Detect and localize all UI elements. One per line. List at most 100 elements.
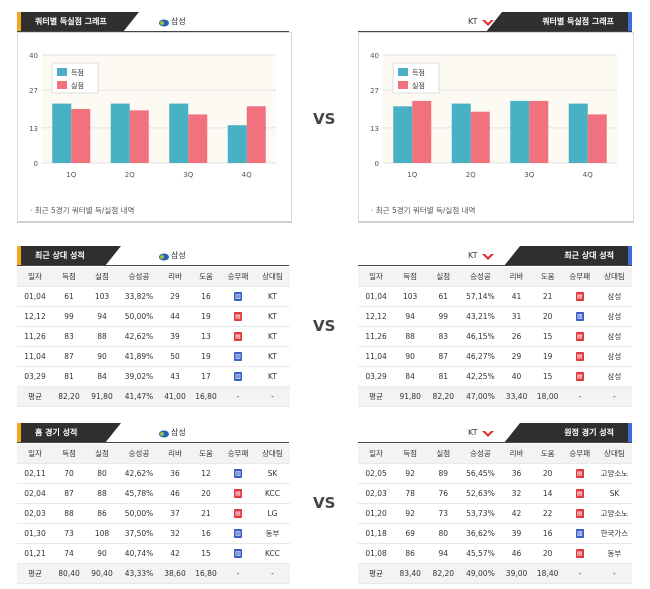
average-cell: 82,20	[53, 386, 85, 407]
bar-scored	[110, 103, 130, 163]
table-cell: 88	[85, 483, 119, 504]
table-cell: 103	[394, 286, 427, 307]
table-cell: 37	[159, 503, 191, 524]
table-row: 01,20 92 73 53,73% 42 22 ▤ 고양소노	[358, 503, 632, 524]
vs-label: VS	[313, 110, 336, 128]
column-header: 도움	[191, 267, 221, 287]
loss-badge-icon: ▤	[234, 312, 242, 322]
bar-scored	[227, 125, 247, 163]
bar-scored	[568, 103, 588, 163]
chart-note: · 최근 5경기 쿼터별 득/실점 내역	[30, 206, 135, 215]
legend-swatch	[57, 81, 67, 89]
table-cell: 01,21	[17, 543, 53, 564]
table-cell: 46	[159, 483, 191, 504]
table-cell: 46,27%	[460, 346, 501, 367]
table-cell: 02,03	[17, 503, 53, 524]
table-cell: 32	[159, 523, 191, 544]
table-cell: 11,04	[17, 346, 53, 367]
table-cell: 13	[191, 326, 221, 347]
column-header: 승무패	[221, 444, 255, 464]
result-cell: ▥	[221, 463, 255, 484]
table-cell: 42	[159, 543, 191, 564]
vs-label: VS	[313, 494, 336, 512]
samsung-logo-icon	[158, 429, 169, 437]
bar-conceded	[470, 111, 490, 163]
result-cell: ▤	[562, 503, 597, 524]
table-cell: 39	[159, 326, 191, 347]
bar-conceded	[529, 100, 549, 163]
table-row: 11,04 90 87 46,27% 29 19 ▤ 삼성	[358, 346, 632, 367]
table-cell: 81	[426, 366, 461, 387]
average-cell: 평균	[358, 563, 395, 584]
team-label: 삼성	[155, 426, 186, 440]
section-title: 홈 경기 성적	[17, 423, 121, 443]
table-row: 03,29 84 81 42,25% 40 15 ▤ 삼성	[358, 366, 632, 387]
column-header: 일자	[17, 267, 53, 287]
team-label: KT	[468, 249, 494, 263]
column-header: 상대팀	[596, 267, 632, 287]
table-cell: 01,20	[358, 503, 395, 524]
column-header: 승무패	[221, 267, 255, 287]
table-cell: 03,29	[17, 366, 53, 387]
section-title: 최근 상대 성적	[17, 246, 121, 266]
table-cell: 41,89%	[119, 346, 159, 367]
loss-badge-icon: ▤	[234, 332, 242, 342]
table-cell: 88	[394, 326, 427, 347]
loss-badge-icon: ▤	[575, 549, 584, 559]
result-cell: ▤	[562, 463, 597, 484]
table-cell: 43	[159, 366, 191, 387]
column-header: 도움	[191, 444, 221, 464]
result-cell: ▤	[562, 286, 597, 307]
average-cell: -	[255, 386, 290, 407]
x-tick-label: 4Q	[583, 171, 593, 179]
table-cell: SK	[255, 463, 290, 484]
table-cell: 11,26	[17, 326, 53, 347]
column-header: 리바	[159, 444, 191, 464]
win-badge-icon: ▥	[234, 549, 242, 559]
table-cell: 동부	[596, 543, 632, 564]
table-cell: 16	[532, 523, 563, 544]
average-cell: 80,40	[53, 563, 85, 584]
legend-swatch	[57, 68, 67, 76]
table-cell: KT	[255, 326, 290, 347]
table-row: 02,03 78 76 52,63% 32 14 ▤ SK	[358, 483, 632, 504]
table-cell: 61	[426, 286, 461, 307]
average-cell: 16,80	[191, 563, 221, 584]
column-header: 리바	[500, 267, 533, 287]
table-cell: 42	[500, 503, 533, 524]
column-header: 승무패	[562, 267, 597, 287]
chart-note: · 최근 5경기 쿼터별 득/실점 내역	[371, 206, 476, 215]
table-cell: 44	[159, 306, 191, 327]
table-row: 01,21 74 90 40,74% 42 15 ▥ KCC	[17, 543, 290, 564]
table-cell: 42,62%	[119, 326, 159, 347]
table-cell: 92	[394, 463, 427, 484]
column-header: 일자	[358, 267, 395, 287]
table-cell: 88	[53, 503, 85, 524]
table-cell: 01,30	[17, 523, 53, 544]
table-cell: 53,73%	[460, 503, 501, 524]
average-row: 평균 91,80 82,20 47,00% 33,40 18,00- -	[358, 386, 632, 407]
column-header: 상대팀	[255, 267, 290, 287]
table-cell: 17	[191, 366, 221, 387]
table-cell: 94	[394, 306, 427, 327]
average-cell: 38,60	[159, 563, 191, 584]
table-cell: 42,25%	[460, 366, 501, 387]
table-cell: 90	[85, 543, 119, 564]
table-cell: 74	[53, 543, 85, 564]
column-header: 도움	[532, 444, 563, 464]
table-cell: 46	[500, 543, 533, 564]
table-cell: 20	[532, 306, 563, 327]
table-cell: 40	[500, 366, 533, 387]
table-cell: 삼성	[596, 306, 632, 327]
table-cell: 86	[394, 543, 427, 564]
y-tick-label: 13	[370, 125, 379, 133]
legend-swatch	[398, 68, 408, 76]
table-cell: 99	[426, 306, 461, 327]
table-cell: 61	[53, 286, 85, 307]
column-header: 일자	[358, 444, 395, 464]
column-header: 리바	[500, 444, 533, 464]
loss-badge-icon: ▤	[234, 509, 242, 519]
result-cell: ▥	[221, 543, 255, 564]
column-header: 득점	[53, 267, 85, 287]
